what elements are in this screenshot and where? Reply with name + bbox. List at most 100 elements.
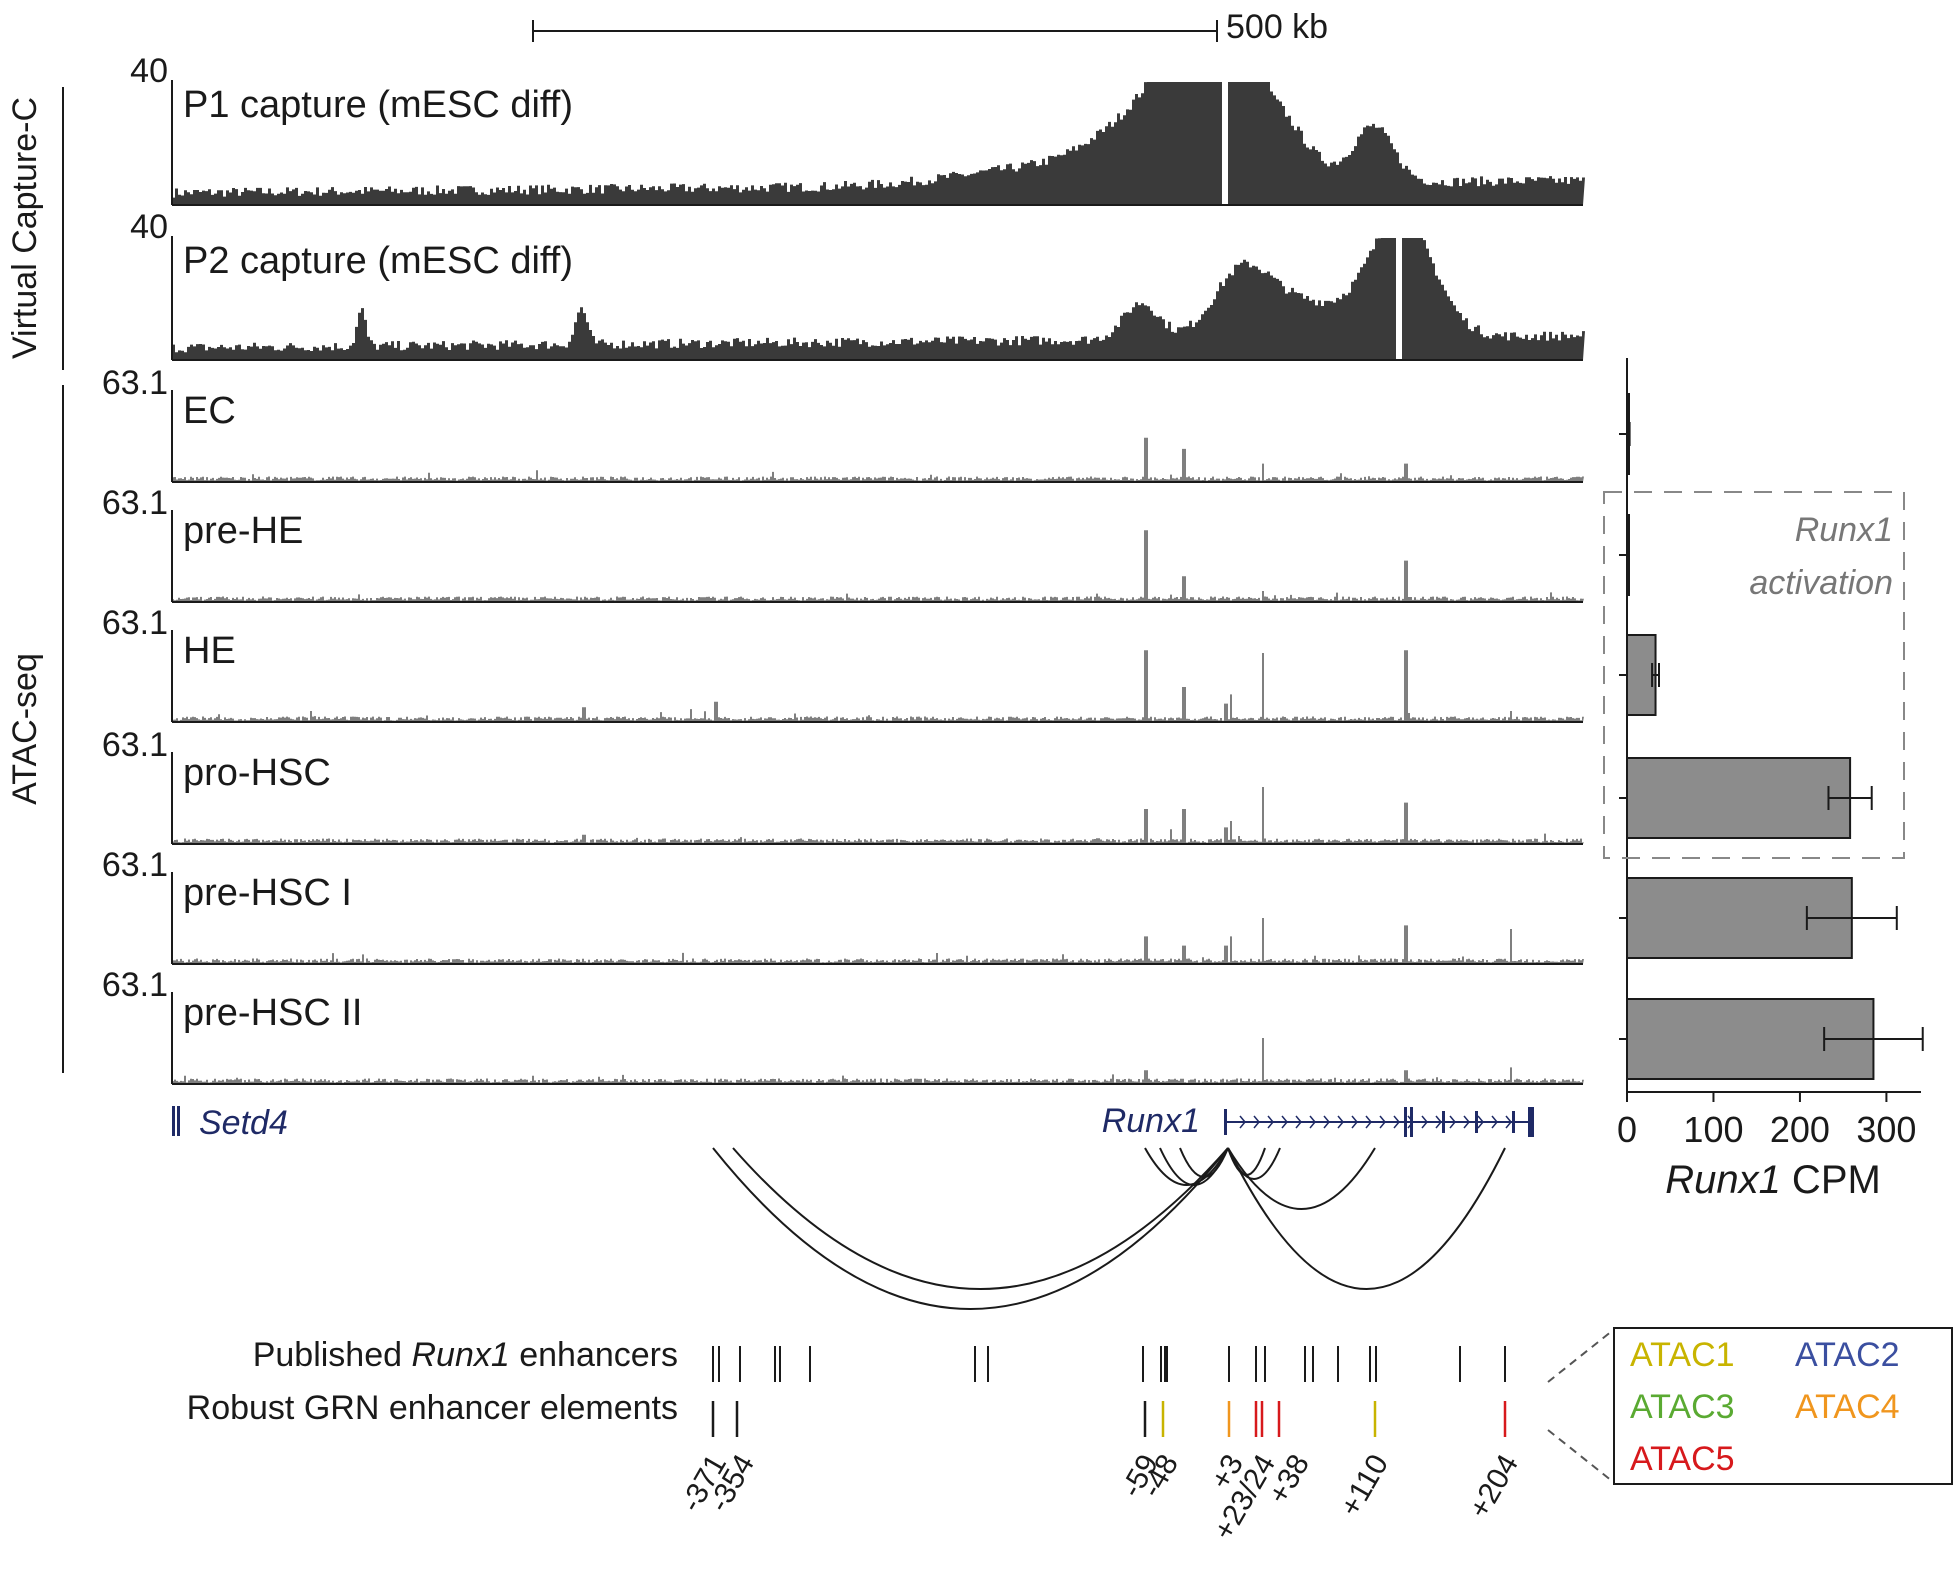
track-ymax: 63.1 bbox=[102, 846, 168, 884]
strand-arrow bbox=[1505, 1115, 1512, 1129]
atac-track: 63.1 pro-HSC bbox=[102, 726, 1584, 845]
atac-track: 63.1 pre-HSC I bbox=[102, 846, 1584, 965]
strand-arrow bbox=[1309, 1115, 1316, 1129]
atac-track-label: pre-HSC I bbox=[183, 872, 352, 914]
setd4-gene-label: Setd4 bbox=[199, 1104, 288, 1142]
strand-arrow bbox=[1463, 1115, 1470, 1129]
track-ymax: 63.1 bbox=[102, 604, 168, 642]
bar-chart-x-tick-label: 0 bbox=[1617, 1109, 1637, 1150]
interaction-arc bbox=[1144, 1147, 1229, 1186]
capture-signal bbox=[172, 82, 1585, 205]
enhancer-position-label: +110 bbox=[1334, 1449, 1395, 1522]
atac-track-label: EC bbox=[183, 390, 236, 432]
setd4-gene-mark bbox=[177, 1106, 180, 1136]
runx1-cpm-bar-chart: 0 100 200 300 bbox=[1617, 358, 1924, 1150]
legend-entry: ATAC5 bbox=[1630, 1440, 1735, 1478]
strand-arrow bbox=[1337, 1115, 1344, 1129]
atac-signal bbox=[172, 787, 1584, 844]
interaction-arc bbox=[712, 1147, 1229, 1310]
strand-arrow bbox=[1295, 1115, 1302, 1129]
runx1-exon bbox=[1224, 1109, 1227, 1135]
capture-track: 40 P1 capture (mESC diff) bbox=[130, 52, 1585, 206]
capture-track-label: P2 capture (mESC diff) bbox=[183, 240, 573, 282]
atac-track: 63.1 EC bbox=[102, 364, 1584, 483]
atac-signal bbox=[172, 918, 1584, 964]
legend-entry: ATAC1 bbox=[1630, 1336, 1735, 1374]
bar-chart-x-axis-title: Runx1 CPM bbox=[1665, 1158, 1881, 1202]
atac-legend-box bbox=[1613, 1327, 1953, 1485]
track-ymax: 40 bbox=[130, 208, 168, 246]
atac-group-label: ATAC-seq bbox=[6, 653, 44, 805]
strand-arrow bbox=[1477, 1115, 1484, 1129]
strand-arrow bbox=[1435, 1115, 1442, 1129]
legend-connector bbox=[1547, 1330, 1613, 1383]
activation-label-text: activation bbox=[1749, 564, 1893, 602]
track-ymax: 63.1 bbox=[102, 966, 168, 1004]
interaction-arcs bbox=[712, 1147, 1506, 1310]
atac-signal bbox=[172, 1038, 1584, 1084]
track-ymax: 40 bbox=[130, 52, 168, 90]
capture-group-label: Virtual Capture-C bbox=[6, 97, 44, 359]
capture-viewpoint-gap bbox=[1222, 82, 1228, 205]
bar-chart-x-tick-label: 200 bbox=[1770, 1109, 1830, 1150]
atac-track-label: pro-HSC bbox=[183, 752, 331, 794]
strand-arrow bbox=[1267, 1115, 1274, 1129]
atac-track-label: HE bbox=[183, 630, 236, 672]
gene-track: Setd4 Runx1 bbox=[172, 1102, 1534, 1142]
activation-box bbox=[1603, 491, 1905, 859]
strand-arrow bbox=[1253, 1115, 1260, 1129]
strand-arrow bbox=[1379, 1115, 1386, 1129]
scale-bar-label: 500 kb bbox=[1226, 8, 1328, 46]
interaction-arc bbox=[1227, 1147, 1506, 1290]
capture-track: 40 P2 capture (mESC diff) bbox=[130, 208, 1585, 361]
enhancer-marks bbox=[711, 1346, 1507, 1437]
atac-signal bbox=[172, 530, 1584, 602]
interaction-arc bbox=[732, 1147, 1229, 1290]
runx1-exon bbox=[1404, 1107, 1407, 1137]
runx1-exon bbox=[1410, 1107, 1413, 1137]
track-ymax: 63.1 bbox=[102, 726, 168, 764]
atac-signal bbox=[172, 650, 1584, 722]
bar-chart-x-tick-label: 300 bbox=[1856, 1109, 1916, 1150]
capture-track-label: P1 capture (mESC diff) bbox=[183, 84, 573, 126]
runx1-gene-label: Runx1 bbox=[1102, 1102, 1200, 1140]
enhancer-position-label: +38 bbox=[1262, 1449, 1316, 1510]
atac-signal bbox=[172, 437, 1584, 482]
strand-arrow bbox=[1351, 1115, 1358, 1129]
strand-arrow bbox=[1393, 1115, 1400, 1129]
legend-entry: ATAC2 bbox=[1795, 1336, 1900, 1374]
cpm-bar bbox=[1626, 757, 1852, 839]
strand-arrow bbox=[1239, 1115, 1246, 1129]
runx1-exon bbox=[1442, 1111, 1445, 1133]
interaction-arc bbox=[1179, 1147, 1229, 1178]
strand-arrow bbox=[1449, 1115, 1456, 1129]
strand-arrow bbox=[1365, 1115, 1372, 1129]
signal-tracks: 40 P1 capture (mESC diff) 40 P2 capture (mE… bbox=[102, 52, 1585, 1085]
capture-signal bbox=[172, 238, 1585, 360]
atac-track: 63.1 pre-HSC II bbox=[102, 966, 1584, 1085]
track-ymax: 63.1 bbox=[102, 484, 168, 522]
runx1-strand-arrows bbox=[1224, 1107, 1534, 1137]
strand-arrow bbox=[1281, 1115, 1288, 1129]
scale-bar: 500 kb bbox=[532, 8, 1328, 46]
runx1-exon bbox=[1528, 1107, 1534, 1137]
strand-arrow bbox=[1421, 1115, 1428, 1129]
legend-entry: ATAC3 bbox=[1630, 1388, 1735, 1426]
strand-arrow bbox=[1323, 1115, 1330, 1129]
legend-connector bbox=[1547, 1429, 1613, 1482]
robust-enhancers-label: Robust GRN enhancer elements bbox=[187, 1389, 678, 1427]
setd4-gene-mark bbox=[172, 1106, 175, 1136]
atac-legend: ATAC1 ATAC2 ATAC3 ATAC4 ATAC5 bbox=[1630, 1336, 1900, 1478]
enhancer-position-labels: -371-354 -59-48 +3+23/24+38 +110 +204 bbox=[674, 1449, 1525, 1546]
legend-entry: ATAC4 bbox=[1795, 1388, 1900, 1426]
strand-arrow bbox=[1491, 1115, 1498, 1129]
atac-track: 63.1 HE bbox=[102, 604, 1584, 723]
track-ymax: 63.1 bbox=[102, 364, 168, 402]
runx1-exon bbox=[1512, 1111, 1515, 1133]
published-enhancers-label: Published Runx1 enhancers bbox=[253, 1336, 678, 1374]
atac-track-label: pre-HSC II bbox=[183, 992, 362, 1034]
interaction-arc bbox=[1227, 1147, 1376, 1210]
atac-track: 63.1 pre-HE bbox=[102, 484, 1584, 603]
capture-viewpoint-gap bbox=[1396, 238, 1402, 360]
